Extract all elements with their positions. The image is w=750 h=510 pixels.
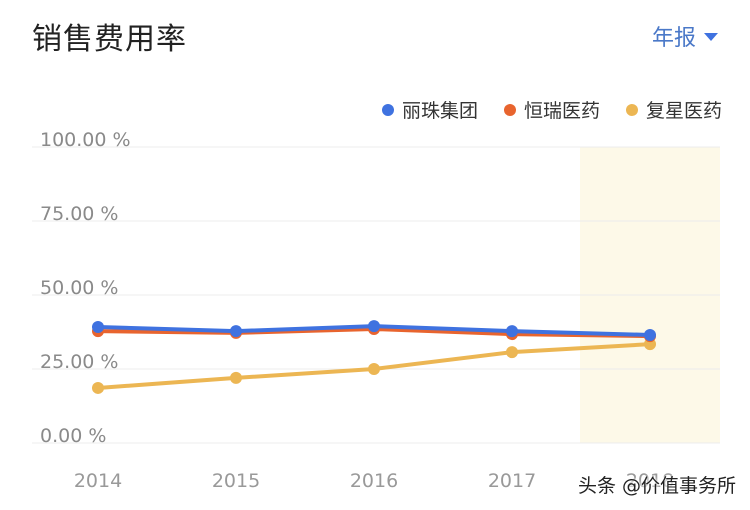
legend-label: 恒瑞医药 [523, 100, 600, 122]
y-tick-label: 100.00 % [40, 129, 131, 151]
legend-label: 复星医药 [645, 100, 722, 122]
series-0 [92, 320, 656, 341]
x-tick-label: 2016 [350, 470, 398, 492]
data-point[interactable] [506, 325, 518, 338]
x-tick-label: 2014 [74, 470, 122, 492]
chart-legend: 丽珠集团 恒瑞医药 复星医药 [381, 96, 722, 123]
legend-item-fosun[interactable]: 复星医药 [625, 96, 722, 123]
y-tick-label: 75.00 % [40, 203, 119, 225]
x-tick-label: 2017 [488, 470, 536, 492]
legend-dot-icon [381, 103, 394, 116]
series-2 [92, 338, 656, 394]
period-selector-label: 年报 [651, 26, 696, 51]
y-tick-label: 25.00 % [40, 351, 119, 373]
caret-down-icon [704, 33, 718, 41]
data-point[interactable] [506, 346, 518, 359]
chart-title: 销售费用率 [32, 22, 187, 57]
legend-item-lizhu[interactable]: 丽珠集团 [381, 96, 478, 123]
data-point[interactable] [368, 363, 380, 375]
x-tick-label: 2015 [212, 470, 260, 492]
data-point[interactable] [368, 320, 380, 333]
legend-item-hengrui[interactable]: 恒瑞医药 [503, 96, 600, 123]
period-selector[interactable]: 年报 [652, 20, 718, 52]
data-point[interactable] [644, 328, 656, 341]
y-tick-label: 0.00 % [40, 425, 106, 447]
legend-dot-icon [503, 103, 516, 116]
data-point[interactable] [92, 381, 104, 394]
data-point[interactable] [230, 325, 242, 338]
data-point[interactable] [92, 320, 104, 333]
watermark: 头条 @价值事务所 [577, 475, 736, 497]
y-tick-label: 50.00 % [40, 277, 119, 299]
x-tick-label: 2018 [626, 470, 674, 492]
legend-dot-icon [625, 103, 638, 116]
data-point[interactable] [230, 371, 242, 384]
legend-label: 丽珠集团 [401, 100, 478, 122]
